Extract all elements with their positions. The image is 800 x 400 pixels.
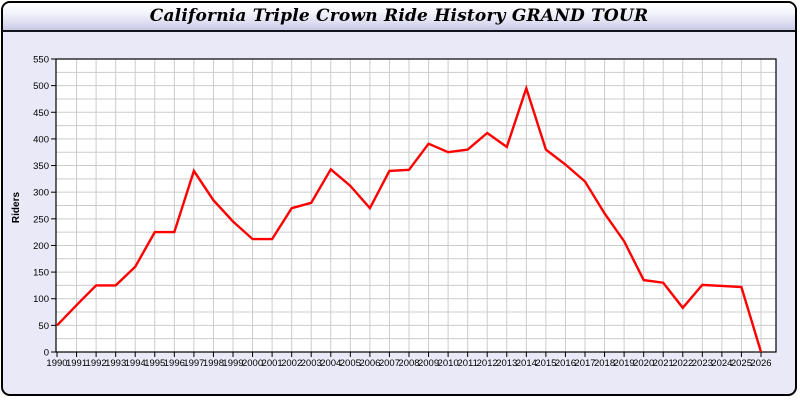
plot-frame — [55, 58, 777, 353]
x-tick-label: 2008 — [398, 358, 419, 369]
x-tick-label: 2009 — [418, 358, 439, 369]
y-tick-label: 300 — [33, 188, 49, 199]
x-tick-label: 2013 — [496, 358, 517, 369]
y-tick-label: 200 — [33, 241, 49, 252]
x-tick-label: 1995 — [144, 358, 165, 369]
y-tick-label: 250 — [33, 214, 49, 225]
x-tick-label: 2026 — [750, 358, 771, 369]
y-tick-label: 0 — [44, 348, 49, 359]
x-tick-label: 2001 — [262, 358, 283, 369]
y-tick-label: 150 — [33, 268, 49, 279]
x-tick-label: 2021 — [653, 358, 674, 369]
x-tick-label: 2023 — [692, 358, 713, 369]
y-tick-label: 500 — [33, 81, 49, 92]
x-tick-label: 1993 — [105, 358, 126, 369]
x-tick-label: 2003 — [301, 358, 322, 369]
y-tick-label: 450 — [33, 108, 49, 119]
x-tick-label: 1992 — [86, 358, 107, 369]
x-tick-label: 2014 — [516, 358, 537, 369]
x-tick-label: 2017 — [574, 358, 595, 369]
x-tick-label: 2005 — [340, 358, 361, 369]
x-tick-label: 1990 — [46, 358, 67, 369]
x-tick-label: 2000 — [242, 358, 263, 369]
x-tick-label: 2006 — [359, 358, 380, 369]
page-title: California Triple Crown Ride History GRA… — [149, 6, 649, 26]
x-tick-label: 1991 — [66, 358, 87, 369]
x-tick-label: 2018 — [594, 358, 615, 369]
y-tick-label: 50 — [38, 321, 49, 332]
y-tick-label: 550 — [33, 55, 49, 66]
x-tick-label: 2007 — [379, 358, 400, 369]
x-tick-label: 2025 — [731, 358, 752, 369]
riders-line-series — [56, 84, 763, 353]
x-tick-label: 1997 — [183, 358, 204, 369]
x-tick-label: 2019 — [614, 358, 635, 369]
x-tick-label: 2016 — [555, 358, 576, 369]
x-tick-label: 1999 — [222, 358, 243, 369]
x-tick-label: 2011 — [457, 358, 477, 369]
x-tick-label: 2015 — [535, 358, 556, 369]
x-tick-label: 2020 — [633, 358, 654, 369]
x-tick-label: 2022 — [672, 358, 693, 369]
x-tick-label: 2012 — [477, 358, 498, 369]
y-tick-label: 400 — [33, 134, 49, 145]
x-tick-label: 1998 — [203, 358, 224, 369]
x-tick-label: 1996 — [164, 358, 185, 369]
y-tick-label: 100 — [33, 294, 49, 305]
x-tick-label: 2024 — [711, 358, 732, 369]
title-bar: California Triple Crown Ride History GRA… — [3, 3, 795, 32]
x-tick-label: 2002 — [281, 358, 302, 369]
x-tick-label: 2010 — [438, 358, 459, 369]
x-tick-label: 1994 — [125, 358, 146, 369]
y-tick-label: 350 — [33, 161, 49, 172]
x-tick-label: 2004 — [320, 358, 341, 369]
